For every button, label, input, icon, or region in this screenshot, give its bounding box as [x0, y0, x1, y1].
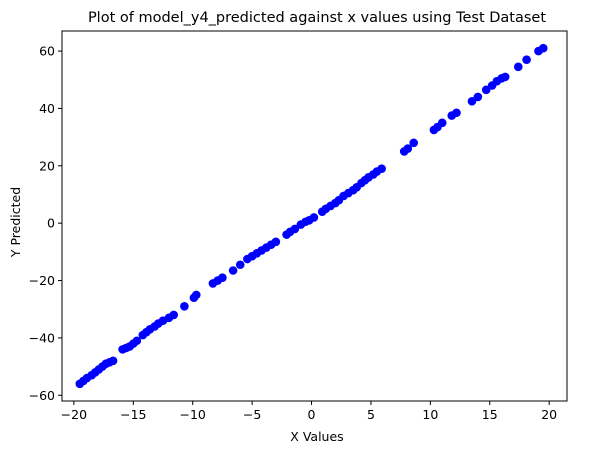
y-tick-label: −40 [29, 330, 55, 345]
y-tick-label: −20 [29, 273, 55, 288]
plot-area-frame [61, 30, 568, 402]
data-point [452, 108, 461, 118]
x-tick-label: 5 [367, 407, 375, 422]
data-points [75, 43, 548, 389]
x-tick-label: −20 [61, 407, 87, 422]
y-tick-label: 40 [39, 101, 55, 116]
x-tick-label: −10 [180, 407, 206, 422]
x-tick-label: 15 [482, 407, 498, 422]
y-tick-label: 60 [39, 44, 55, 59]
y-tick-label: 0 [47, 216, 55, 231]
data-point [513, 62, 523, 72]
data-point [271, 237, 281, 247]
data-point [309, 213, 319, 222]
y-tick-label: 20 [39, 158, 55, 173]
y-axis-ticks: −60 −40 −20 0 20 40 60 [29, 44, 62, 403]
data-point [473, 92, 483, 102]
data-point [228, 266, 238, 275]
x-tick-label: 0 [308, 407, 316, 422]
data-point [132, 336, 142, 346]
data-point [409, 138, 419, 148]
x-tick-label: 10 [422, 407, 438, 422]
chart-title: Plot of model_y4_predicted against x val… [88, 10, 546, 26]
data-point [169, 310, 178, 320]
data-point [108, 356, 118, 366]
data-point [290, 224, 300, 234]
data-point [235, 260, 245, 270]
y-tick-label: −60 [29, 388, 55, 403]
data-point [538, 43, 548, 53]
x-axis-ticks: −20 −15 −10 −5 0 5 10 15 20 [61, 401, 557, 422]
data-point [191, 290, 201, 300]
data-point [500, 72, 510, 82]
y-axis-label: Y Predicted [8, 187, 23, 258]
data-point [522, 55, 531, 64]
data-point [437, 118, 447, 128]
data-point [467, 96, 477, 106]
data-point [180, 302, 189, 311]
x-tick-label: 20 [541, 407, 557, 422]
data-point [481, 85, 491, 95]
data-point [218, 273, 227, 282]
data-point [403, 144, 413, 153]
data-point [377, 164, 386, 173]
x-tick-label: −5 [243, 407, 261, 422]
x-tick-label: −15 [120, 407, 146, 422]
x-axis-label: X Values [290, 429, 343, 444]
